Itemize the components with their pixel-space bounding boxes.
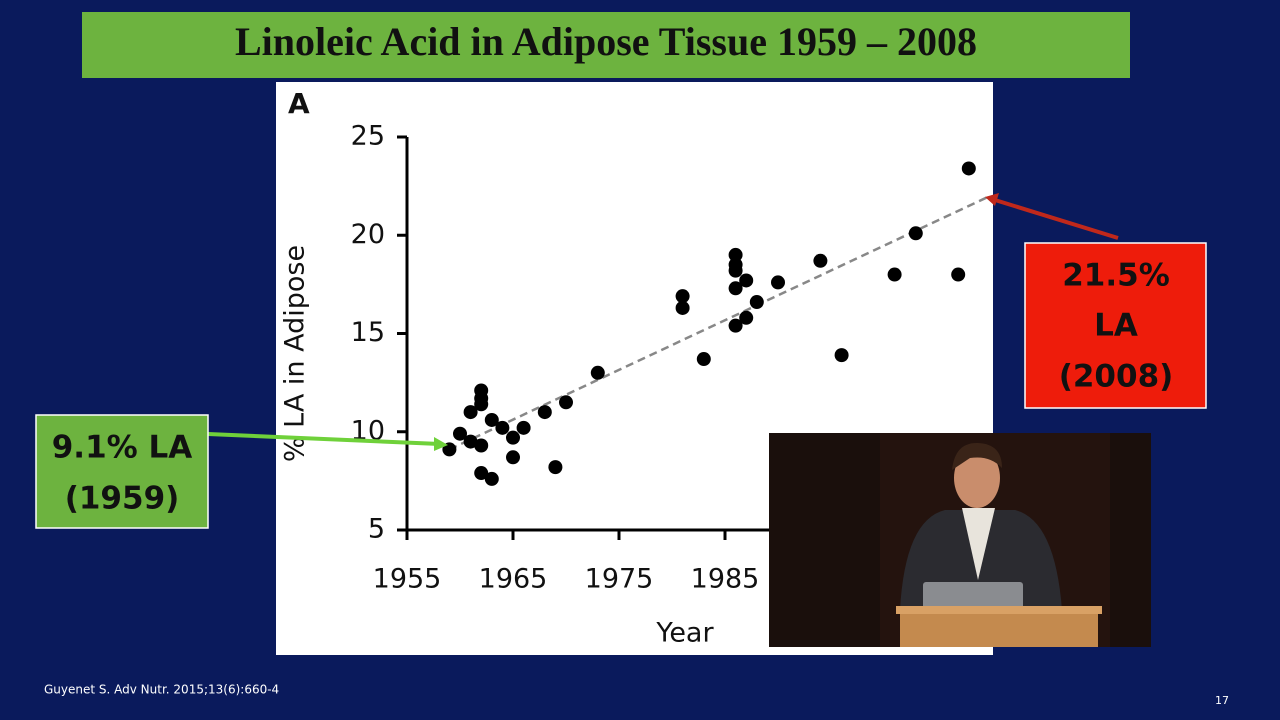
point xyxy=(771,275,785,290)
x-tick-label: 1965 xyxy=(479,564,548,595)
point xyxy=(474,438,489,453)
speaker-video xyxy=(769,433,1151,647)
y-tick-label: 20 xyxy=(351,219,385,250)
point xyxy=(537,405,552,420)
point xyxy=(442,442,457,457)
podium xyxy=(900,610,1098,647)
y-axis-label: % LA in Adipose xyxy=(280,245,311,462)
citation: Guyenet S. Adv Nutr. 2015;13(6):660-4 xyxy=(44,683,279,697)
callout-text: (2008) xyxy=(1059,359,1174,395)
point xyxy=(516,420,531,435)
left-arrowhead xyxy=(434,437,448,451)
left-callout xyxy=(35,414,209,529)
point xyxy=(887,267,902,282)
point xyxy=(728,257,743,272)
panel-label: A xyxy=(288,87,310,120)
right-callout xyxy=(1024,242,1207,409)
page-number: 17 xyxy=(1215,694,1229,707)
point xyxy=(908,226,923,241)
point xyxy=(728,247,743,262)
point xyxy=(463,405,478,420)
point xyxy=(834,348,849,363)
point xyxy=(506,450,520,465)
point xyxy=(474,397,489,412)
x-axis-label: Year xyxy=(655,618,714,649)
point xyxy=(696,352,711,367)
x-tick-label: 1985 xyxy=(691,564,760,595)
podium-top xyxy=(896,606,1102,614)
callout-text: LA xyxy=(1094,308,1138,344)
point xyxy=(728,281,743,296)
point xyxy=(675,300,690,315)
point xyxy=(495,420,510,435)
left-arrow xyxy=(207,432,441,446)
y-tick-label: 25 xyxy=(351,121,385,152)
title-bar xyxy=(82,12,1130,78)
point xyxy=(813,253,828,268)
point xyxy=(559,395,573,410)
point xyxy=(474,466,489,481)
laptop xyxy=(923,582,1023,610)
point xyxy=(961,161,976,176)
right-arrowhead xyxy=(985,193,999,206)
point xyxy=(590,365,605,380)
point xyxy=(749,295,764,310)
point xyxy=(453,426,467,441)
point xyxy=(739,273,754,288)
speaker-hair xyxy=(952,442,1002,470)
slide-title: Linoleic Acid in Adipose Tissue 1959 – 2… xyxy=(235,19,977,64)
point xyxy=(548,460,563,475)
callout-text: 21.5% xyxy=(1062,258,1170,294)
speaker-head xyxy=(954,448,1000,508)
point xyxy=(951,267,966,282)
y-tick-label: 5 xyxy=(368,514,385,545)
point xyxy=(484,471,499,486)
point xyxy=(675,289,690,304)
callout-text: 9.1% LA xyxy=(52,430,193,466)
speaker-shirt xyxy=(962,508,995,580)
point xyxy=(484,412,499,427)
point xyxy=(463,434,478,449)
right-arrow xyxy=(994,198,1119,240)
callout-text: (1959) xyxy=(65,481,180,517)
trend-line xyxy=(448,194,991,451)
point xyxy=(506,430,520,445)
x-tick-label: 1975 xyxy=(585,564,654,595)
y-tick-label: 15 xyxy=(351,317,385,348)
point xyxy=(728,318,743,333)
point xyxy=(739,310,754,325)
x-tick-label: 1955 xyxy=(373,564,442,595)
